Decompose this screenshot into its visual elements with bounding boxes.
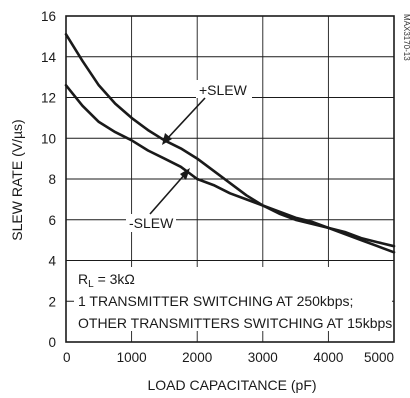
minus-slew-line (64, 84, 396, 254)
minus-slew-arrowhead (180, 168, 190, 180)
minus-slew-leader (149, 172, 187, 215)
y-axis-label: SLEW RATE (V/µs) (9, 119, 25, 240)
y-tick-label: 14 (41, 50, 57, 65)
x-tick-label: 2000 (182, 350, 212, 365)
condition-line-2: OTHER TRANSMITTERS SWITCHING AT 15kbps (78, 315, 392, 331)
y-tick-label: 6 (48, 213, 56, 228)
plus-slew-label: +SLEW (199, 82, 248, 98)
y-tick-label: 10 (41, 131, 56, 146)
y-tick-label: 16 (41, 9, 56, 24)
y-tick-labels: 0 2 4 6 8 10 12 14 16 (41, 9, 57, 350)
condition-line-1: 1 TRANSMITTER SWITCHING AT 250kbps; (78, 293, 353, 309)
rl-subscript: L (88, 279, 94, 290)
minus-slew-label: -SLEW (129, 215, 174, 231)
rl-value: = 3kΩ (94, 271, 135, 287)
y-tick-label: 0 (48, 335, 56, 350)
x-tick-label: 5000 (364, 350, 394, 365)
y-tick-label: 8 (48, 172, 56, 187)
x-tick-label: 3000 (248, 350, 278, 365)
x-tick-labels: 0 1000 2000 3000 4000 5000 (63, 350, 394, 365)
part-code-label: MAX3170-13 (402, 14, 410, 61)
y-tick-label: 2 (48, 294, 56, 309)
minus-slew-label-bg (126, 214, 176, 232)
plus-slew-line (64, 32, 396, 248)
plot-frame (65, 15, 395, 343)
plus-slew-arrowhead (162, 133, 172, 145)
x-tick-label: 4000 (313, 350, 343, 365)
plus-slew-label-bg (196, 80, 252, 98)
series-layer (64, 32, 396, 254)
x-tick-label: 1000 (117, 350, 147, 365)
conditions-box-bg (74, 267, 392, 331)
x-tick-label: 0 (63, 350, 71, 365)
y-tick-label: 12 (41, 91, 56, 106)
plus-slew-leader (165, 97, 206, 141)
load-resistance-label: RL = 3kΩ (78, 271, 135, 290)
y-tick-label: 4 (48, 254, 56, 269)
rl-symbol: R (78, 271, 88, 287)
x-axis-label: LOAD CAPACITANCE (pF) (147, 377, 316, 393)
